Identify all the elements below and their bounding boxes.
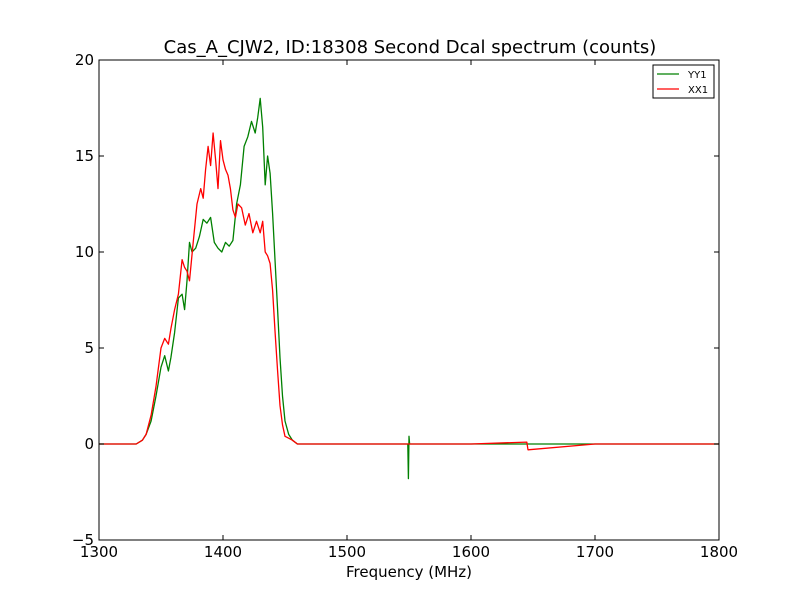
chart-title: Cas_A_CJW2, ID:18308 Second Dcal spectru… (164, 37, 657, 58)
y-tick-label: 15 (75, 147, 94, 165)
y-tick-label: 5 (84, 339, 94, 357)
x-tick-label: 1500 (328, 543, 366, 561)
y-tick-label: 0 (84, 435, 94, 453)
legend-label-xx1: XX1 (688, 85, 708, 96)
x-tick-label: 1700 (576, 543, 614, 561)
x-tick-label: 1800 (700, 543, 738, 561)
plot-frame (98, 59, 720, 541)
x-tick-label: 1400 (204, 543, 242, 561)
legend-label-yy1: YY1 (687, 70, 707, 81)
x-tick-label: 1300 (80, 543, 118, 561)
y-tick-label: 10 (75, 243, 94, 261)
y-tick-label: 20 (75, 51, 94, 69)
x-tick-label: 1600 (452, 543, 490, 561)
y-tick-label: −5 (72, 531, 94, 549)
legend-box (652, 64, 715, 99)
x-axis-label: Frequency (MHz) (346, 563, 472, 581)
series-layer (99, 97, 719, 480)
ticks-layer: 1300 1400 1500 1600 1700 1800 −5 0 5 10 15 20 (72, 51, 738, 561)
series-line-xx1 (99, 132, 719, 451)
